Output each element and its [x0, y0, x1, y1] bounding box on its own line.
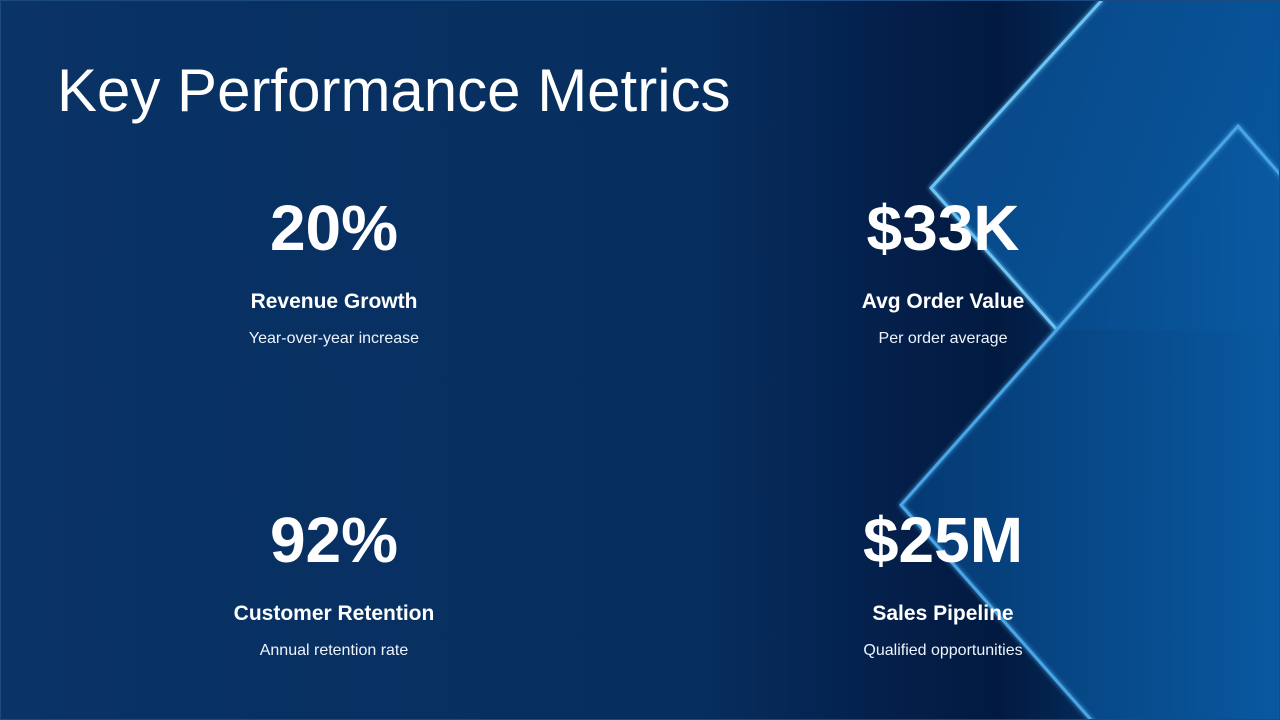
metric-value: 92%	[269, 504, 399, 576]
metric-value: $33K	[866, 192, 1020, 264]
metric-label: Customer Retention	[233, 602, 435, 625]
metric-avg-order-value: $33K Avg Order Value Per order average	[713, 196, 1173, 349]
metric-revenue-growth: 20% Revenue Growth Year-over-year increa…	[104, 196, 564, 349]
lower-diamond-edge	[898, 123, 1280, 720]
metric-value: $25M	[862, 504, 1024, 576]
metric-description: Annual retention rate	[259, 642, 409, 659]
metric-customer-retention: 92% Customer Retention Annual retention …	[104, 508, 564, 661]
metric-label: Sales Pipeline	[872, 602, 1014, 625]
metric-label: Avg Order Value	[861, 290, 1025, 313]
slide-title: Key Performance Metrics	[57, 57, 731, 124]
metric-description: Qualified opportunities	[863, 642, 1023, 659]
metric-label: Revenue Growth	[250, 290, 418, 313]
metric-description: Year-over-year increase	[248, 330, 420, 347]
metric-description: Per order average	[878, 330, 1008, 347]
metric-value: 20%	[269, 192, 399, 264]
upper-diamond-edge	[928, 0, 1104, 331]
lower-diamond-shape	[901, 126, 1280, 720]
metric-sales-pipeline: $25M Sales Pipeline Qualified opportunit…	[713, 508, 1173, 661]
